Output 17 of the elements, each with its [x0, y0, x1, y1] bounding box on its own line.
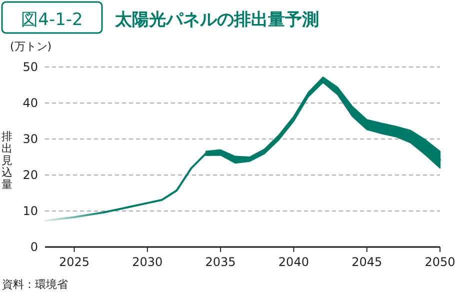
- y-tick-label: 40: [22, 96, 38, 110]
- caption: 図4-1-2: [21, 10, 83, 30]
- x-tick-label: 2030: [132, 255, 163, 269]
- chart-title: 太陽光パネルの排出量予測: [114, 10, 319, 30]
- y-tick-label: 10: [22, 204, 38, 218]
- x-tick-label: 2035: [205, 255, 236, 269]
- y-tick-label: 30: [22, 132, 38, 146]
- text: (万トン): [10, 40, 52, 53]
- x-tick-label: 2050: [424, 255, 455, 269]
- y-tick-label: 0: [30, 240, 38, 254]
- y-tick-label: 20: [22, 168, 38, 182]
- x-tick-label: 2045: [352, 255, 382, 269]
- y-axis-title: 排出見込量: [2, 130, 12, 191]
- y-tick-label: 50: [22, 60, 38, 74]
- x-tick-label: 2025: [58, 255, 90, 269]
- x-tick-label: 2040: [278, 255, 309, 269]
- text: 資料：環境省: [2, 278, 68, 291]
